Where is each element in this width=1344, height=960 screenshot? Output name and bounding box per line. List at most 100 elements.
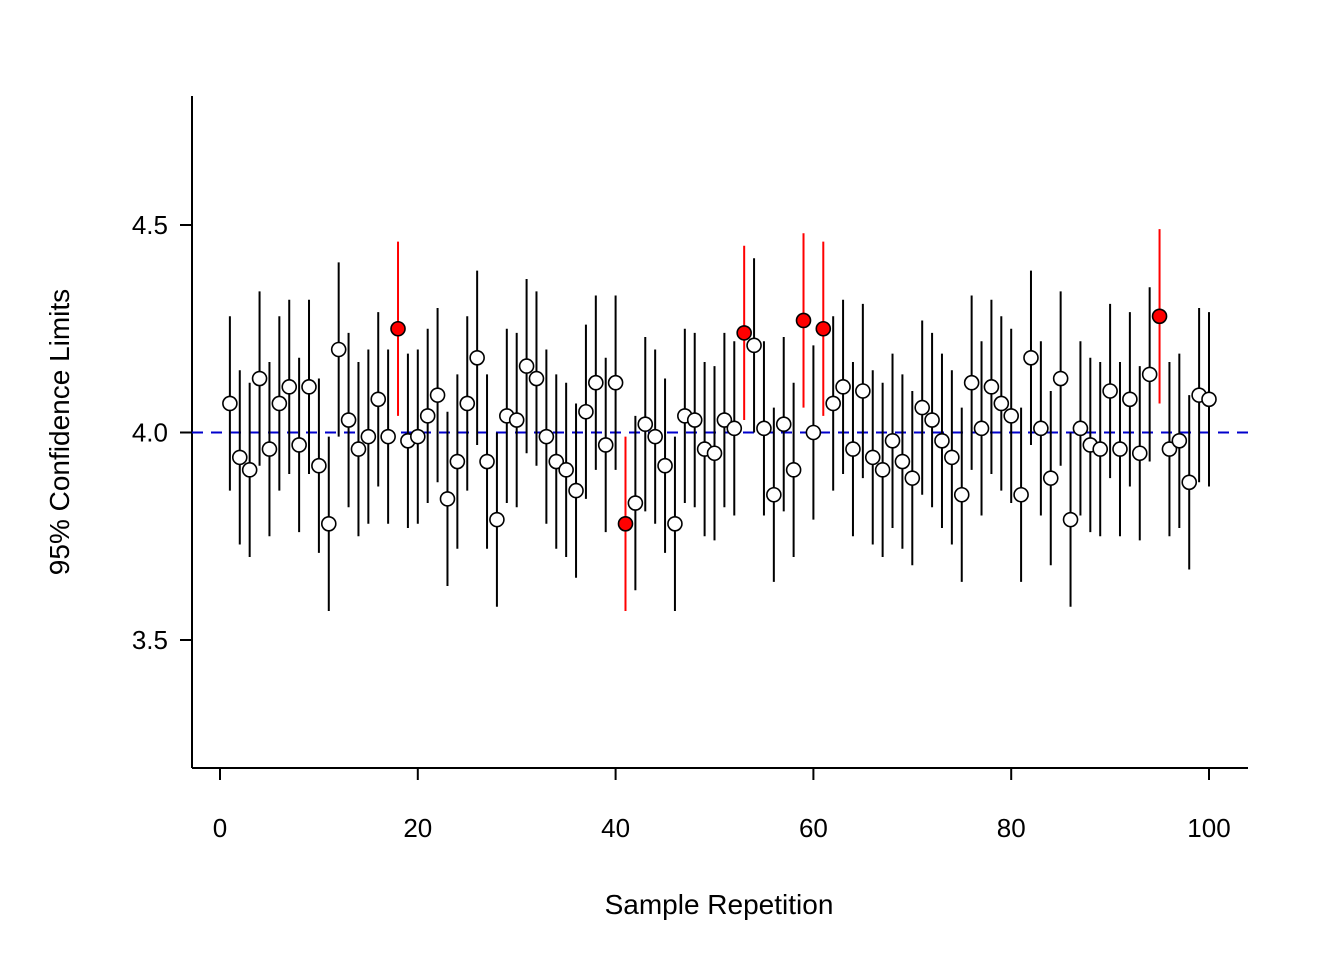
point — [953, 486, 970, 503]
point — [320, 515, 337, 532]
point — [1033, 420, 1049, 437]
point-miss — [390, 320, 406, 337]
point-miss — [617, 515, 634, 532]
y-tick-label: 4.5 — [132, 210, 168, 240]
point — [311, 457, 327, 474]
point — [449, 453, 466, 470]
point — [479, 453, 495, 470]
point — [1072, 420, 1089, 437]
point — [924, 412, 940, 428]
point — [1112, 441, 1128, 457]
point — [805, 424, 822, 441]
point — [973, 420, 990, 437]
point — [825, 395, 841, 412]
point — [894, 453, 911, 470]
point — [518, 358, 535, 374]
x-tick-label: 0 — [213, 813, 227, 843]
point — [716, 412, 733, 428]
point — [914, 399, 930, 416]
point — [1122, 391, 1138, 408]
point — [222, 395, 238, 412]
point — [409, 428, 426, 445]
point — [983, 379, 1000, 395]
point — [350, 441, 367, 457]
point — [588, 374, 604, 391]
point-miss — [795, 312, 812, 329]
point — [558, 462, 574, 478]
point — [568, 482, 584, 499]
point — [469, 349, 485, 366]
point — [548, 453, 565, 470]
point — [380, 428, 396, 445]
axes: 3.5 4.0 4.5 0 20 40 60 80 100 — [132, 96, 1248, 843]
point — [261, 441, 278, 457]
y-axis-title: 95% Confidence Limits — [44, 289, 75, 575]
point — [904, 470, 921, 486]
point — [597, 437, 614, 453]
point — [627, 495, 644, 511]
point — [1181, 474, 1198, 491]
point — [706, 445, 723, 462]
point — [1201, 391, 1217, 408]
point — [944, 449, 960, 466]
point — [251, 370, 268, 387]
point — [1141, 366, 1158, 383]
point — [1042, 470, 1059, 486]
point-miss — [1151, 308, 1168, 325]
point — [1062, 511, 1079, 528]
x-tick-label: 20 — [403, 813, 432, 843]
x-tick-label: 60 — [799, 813, 828, 843]
point — [766, 486, 782, 503]
x-axis-title: Sample Repetition — [605, 889, 834, 920]
point — [686, 412, 703, 428]
point — [1052, 370, 1069, 387]
point — [667, 515, 683, 532]
x-tick-label: 100 — [1187, 813, 1230, 843]
point — [231, 449, 248, 466]
point — [963, 374, 980, 391]
y-tick-label: 3.5 — [132, 625, 168, 655]
point — [657, 457, 673, 474]
point — [370, 391, 387, 408]
point — [578, 403, 594, 420]
point — [330, 341, 347, 358]
point — [934, 432, 950, 449]
point — [301, 379, 317, 395]
point — [429, 387, 446, 403]
point — [647, 428, 663, 445]
point — [340, 412, 357, 428]
point — [489, 511, 505, 528]
point — [607, 374, 624, 391]
point — [281, 379, 298, 395]
point — [538, 428, 555, 445]
point — [528, 370, 545, 387]
point — [1171, 432, 1188, 449]
point — [459, 395, 476, 412]
point — [291, 437, 307, 453]
x-tick-label: 40 — [601, 813, 630, 843]
point — [845, 441, 861, 457]
point — [855, 383, 871, 399]
point — [419, 408, 436, 424]
point — [271, 395, 288, 412]
point — [746, 337, 762, 354]
point — [1023, 349, 1039, 366]
point — [726, 420, 743, 437]
point — [241, 462, 258, 478]
x-tick-label: 80 — [997, 813, 1026, 843]
y-tick-label: 4.0 — [132, 418, 168, 448]
point — [1003, 408, 1020, 424]
point — [785, 462, 802, 478]
point — [1013, 486, 1029, 503]
point — [993, 395, 1010, 412]
point — [874, 462, 891, 478]
point — [439, 491, 456, 507]
point — [775, 416, 792, 433]
point — [864, 449, 881, 466]
point — [637, 416, 654, 433]
point — [1102, 383, 1118, 399]
point — [1131, 445, 1148, 462]
point — [508, 412, 525, 428]
